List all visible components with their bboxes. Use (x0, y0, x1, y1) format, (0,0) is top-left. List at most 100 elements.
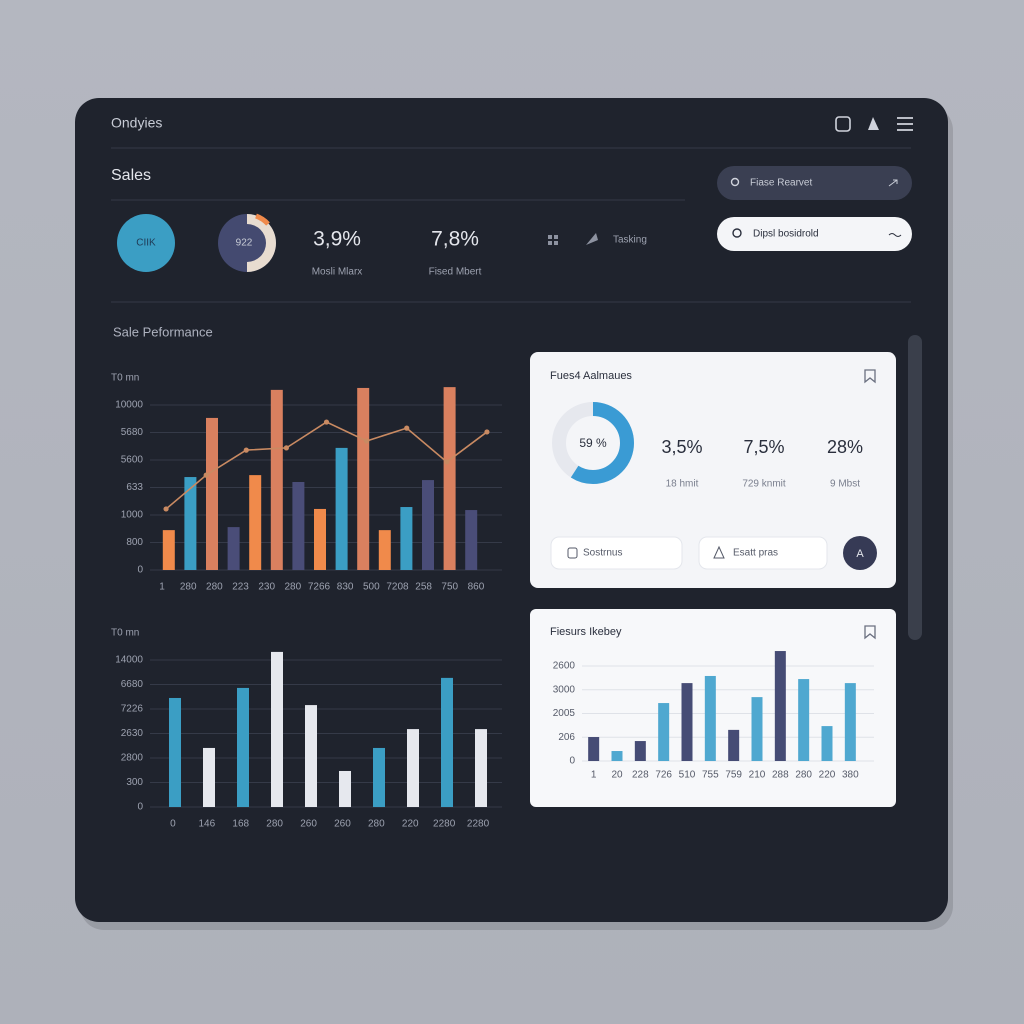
y-tick-label: 1000 (121, 510, 144, 521)
icon-camera[interactable] (835, 116, 851, 132)
bar (751, 697, 763, 761)
kpi-caption: Fised Mbert (429, 267, 482, 278)
y-tick-label: 10000 (115, 400, 143, 411)
x-tick-label: 280 (266, 819, 283, 830)
y-tick-label: 0 (137, 802, 143, 813)
axis-label: T0 mn (111, 628, 139, 639)
y-tick-label: 5680 (121, 427, 144, 438)
x-tick-label: 860 (468, 582, 485, 593)
bar (206, 417, 218, 570)
x-tick-label: 260 (300, 819, 317, 830)
search-field[interactable] (717, 217, 912, 251)
bar (400, 507, 413, 570)
x-tick-label: 510 (679, 770, 696, 781)
bar (378, 530, 391, 570)
x-tick-label: 280 (795, 770, 812, 781)
y-tick-label: 300 (126, 777, 143, 788)
bar (270, 389, 283, 570)
bar (162, 530, 175, 570)
y-tick-label: 6680 (121, 679, 144, 690)
x-tick-label: 230 (258, 582, 275, 593)
icon-wave (888, 233, 902, 237)
bar (203, 747, 215, 807)
line-point (484, 429, 490, 435)
icon-bookmark[interactable] (864, 369, 876, 384)
x-tick-label: 220 (402, 819, 419, 830)
bar (184, 477, 197, 570)
x-tick-label: 20 (611, 770, 623, 781)
bar (443, 387, 456, 570)
axis-label: T0 mn (111, 373, 139, 384)
badge (117, 214, 175, 272)
x-tick-label: 280 (285, 582, 302, 593)
kpi-value: 7,5% (743, 437, 784, 457)
icon-grid[interactable] (548, 235, 558, 245)
bar (465, 510, 478, 570)
kpi-caption: 729 knmit (742, 479, 786, 490)
bar (169, 697, 181, 807)
icon-search (732, 228, 742, 238)
icon-menu[interactable] (897, 117, 913, 131)
button[interactable] (698, 536, 828, 570)
search-field[interactable] (717, 166, 912, 200)
line-point (283, 445, 289, 451)
x-tick-label: 220 (819, 770, 836, 781)
icon-pen[interactable] (586, 233, 598, 245)
fab[interactable] (843, 536, 877, 570)
icon-search (730, 177, 740, 187)
bar (774, 651, 786, 761)
action-label[interactable]: Tasking (613, 235, 647, 246)
bar (305, 705, 317, 807)
x-tick-label: 260 (334, 819, 351, 830)
y-tick-label: 5600 (121, 455, 144, 466)
line-point (444, 459, 450, 465)
x-tick-label: 280 (206, 582, 223, 593)
section-title: Sales (111, 167, 151, 184)
icon-bookmark[interactable] (864, 625, 876, 640)
y-tick-label: 2630 (121, 728, 144, 739)
bar (475, 729, 487, 807)
bar (422, 480, 434, 570)
kpi-value: 7,8% (431, 228, 479, 251)
line-point (203, 472, 209, 478)
kpi-caption: 9 Mbst (830, 479, 860, 490)
x-tick-label: 223 (232, 582, 249, 593)
y-tick-label: 206 (558, 732, 575, 743)
x-tick-label: 750 (441, 582, 458, 593)
x-tick-label: 7266 (308, 582, 331, 593)
x-tick-label: 755 (702, 770, 719, 781)
y-tick-label: 2800 (121, 753, 144, 764)
y-tick-label: 0 (569, 756, 575, 767)
y-tick-label: 2005 (553, 708, 576, 719)
x-tick-label: 288 (772, 770, 789, 781)
x-tick-label: 168 (232, 819, 249, 830)
button[interactable] (550, 536, 683, 570)
card-title: Fiesurs Ikebey (550, 626, 622, 638)
ring-label: 922 (236, 238, 253, 249)
bar (681, 683, 693, 761)
line-point (323, 419, 330, 425)
icon-user (713, 545, 725, 559)
bar (658, 703, 670, 761)
bar (634, 741, 646, 761)
bar (249, 475, 262, 570)
bar (373, 747, 385, 807)
bar (728, 729, 740, 761)
x-tick-label: 1 (591, 770, 597, 781)
icon-bell[interactable] (868, 117, 879, 130)
scrollbar[interactable] (908, 335, 922, 640)
bar (237, 687, 249, 807)
x-tick-label: 280 (368, 819, 385, 830)
x-tick-label: 7208 (386, 582, 409, 593)
bar (314, 508, 326, 570)
x-tick-label: 2280 (433, 819, 456, 830)
ring-arc (247, 214, 276, 272)
donut-arc (552, 402, 634, 484)
search-text: Dipsl bosidrold (753, 229, 819, 240)
x-tick-label: 2280 (467, 819, 490, 830)
badge-label: CIIK (136, 238, 156, 249)
app-title: Ondyies (111, 115, 162, 131)
bar (798, 679, 810, 761)
